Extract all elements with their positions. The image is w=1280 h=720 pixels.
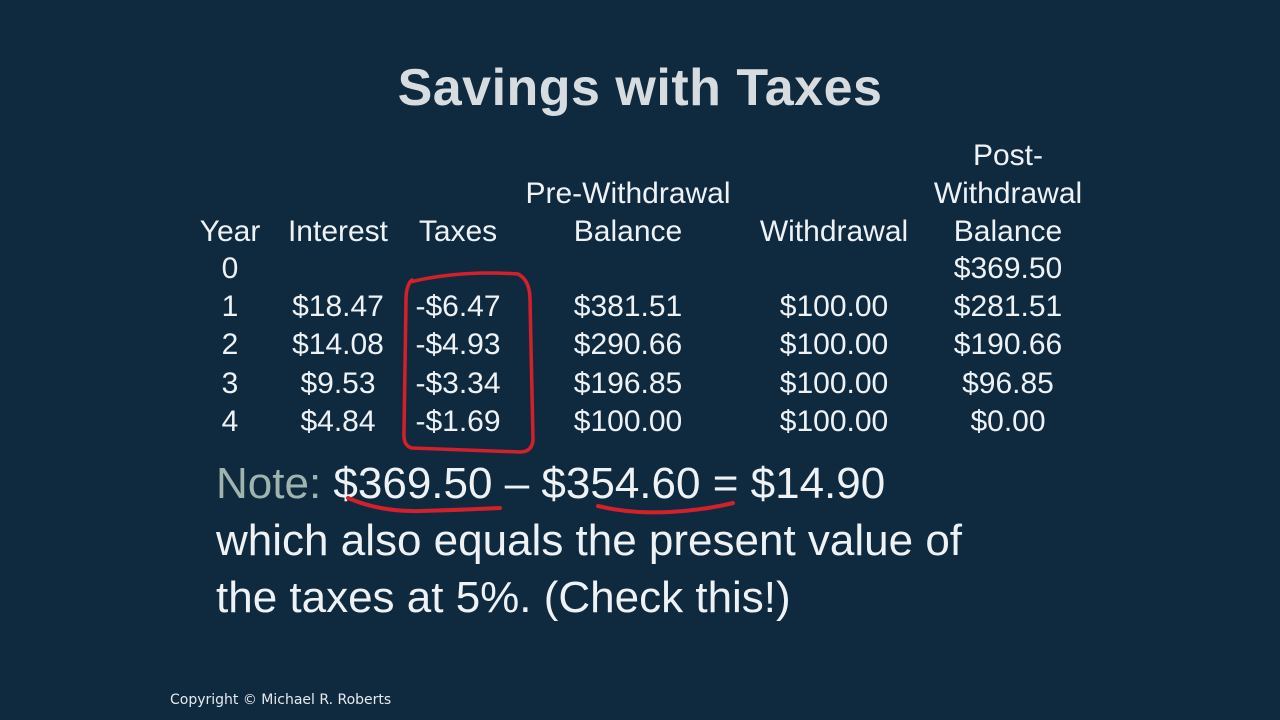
note-minus: –	[504, 459, 530, 508]
header-pre-withdrawal-line1: Pre-Withdrawal	[525, 177, 731, 210]
cell-interest: $18.47	[292, 290, 384, 323]
header-interest: Interest	[287, 215, 389, 248]
cell-year: 2	[221, 328, 239, 361]
cell-year: 0	[221, 252, 239, 285]
cell-pre-balance: $290.66	[573, 328, 683, 361]
header-post-withdrawal-line2: Withdrawal	[933, 177, 1083, 210]
copyright: Copyright © Michael R. Roberts	[170, 692, 392, 708]
cell-interest: $9.53	[300, 367, 376, 400]
note-equation: Note: $369.50 – $354.60 = $14.90	[216, 456, 885, 512]
header-taxes: Taxes	[418, 215, 498, 248]
cell-interest: $14.08	[292, 328, 384, 361]
note-value-a: $369.50	[333, 459, 493, 508]
cell-interest: $4.84	[300, 405, 376, 438]
cell-post-balance: $0.00	[970, 405, 1046, 438]
cell-pre-balance: $100.00	[573, 405, 683, 438]
header-post-withdrawal-line3: Balance	[953, 215, 1063, 248]
note-line-2: which also equals the present value of	[216, 516, 963, 565]
note-label: Note:	[216, 459, 322, 508]
header-year: Year	[199, 215, 261, 248]
cell-year: 3	[221, 367, 239, 400]
header-withdrawal: Withdrawal	[759, 215, 909, 248]
cell-year: 4	[221, 405, 239, 438]
note-line-3: the taxes at 5%. (Check this!)	[216, 573, 791, 622]
cell-year: 1	[221, 290, 239, 323]
note-result: = $14.90	[712, 459, 886, 508]
header-post-withdrawal-line1: Post-	[972, 139, 1044, 172]
cell-post-balance: $281.51	[953, 290, 1063, 323]
cell-withdrawal: $100.00	[779, 367, 889, 400]
header-pre-withdrawal-line2: Balance	[573, 215, 683, 248]
slide-title: Savings with Taxes	[397, 59, 883, 117]
cell-post-balance: $190.66	[953, 328, 1063, 361]
cell-pre-balance: $381.51	[573, 290, 683, 323]
cell-withdrawal: $100.00	[779, 328, 889, 361]
cell-post-balance: $96.85	[962, 367, 1054, 400]
cell-withdrawal: $100.00	[779, 405, 889, 438]
note-value-b: $354.60	[541, 459, 701, 508]
cell-withdrawal: $100.00	[779, 290, 889, 323]
cell-post-balance: $369.50	[953, 252, 1063, 285]
cell-pre-balance: $196.85	[573, 367, 683, 400]
